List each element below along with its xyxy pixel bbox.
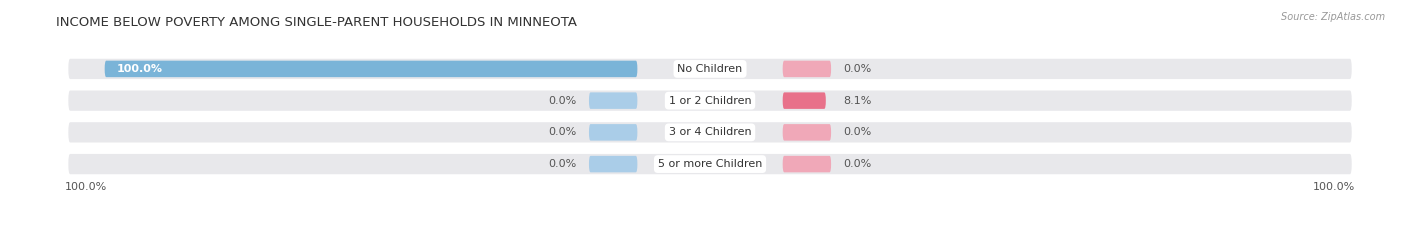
FancyBboxPatch shape [783, 156, 831, 172]
FancyBboxPatch shape [69, 90, 1351, 111]
FancyBboxPatch shape [69, 59, 1351, 79]
FancyBboxPatch shape [783, 93, 825, 109]
FancyBboxPatch shape [104, 61, 637, 77]
Text: INCOME BELOW POVERTY AMONG SINGLE-PARENT HOUSEHOLDS IN MINNEOTA: INCOME BELOW POVERTY AMONG SINGLE-PARENT… [56, 16, 578, 29]
Text: 0.0%: 0.0% [548, 127, 576, 137]
FancyBboxPatch shape [589, 124, 637, 140]
FancyBboxPatch shape [69, 154, 1351, 174]
FancyBboxPatch shape [589, 93, 637, 109]
Text: 3 or 4 Children: 3 or 4 Children [669, 127, 751, 137]
FancyBboxPatch shape [589, 156, 637, 172]
Text: Source: ZipAtlas.com: Source: ZipAtlas.com [1281, 12, 1385, 22]
Text: 8.1%: 8.1% [844, 96, 872, 106]
Text: 0.0%: 0.0% [548, 159, 576, 169]
Text: 100.0%: 100.0% [1312, 182, 1355, 192]
Text: 0.0%: 0.0% [844, 127, 872, 137]
Text: 0.0%: 0.0% [548, 96, 576, 106]
Text: 1 or 2 Children: 1 or 2 Children [669, 96, 751, 106]
FancyBboxPatch shape [69, 122, 1351, 143]
FancyBboxPatch shape [783, 124, 831, 140]
Text: 100.0%: 100.0% [117, 64, 163, 74]
FancyBboxPatch shape [783, 61, 831, 77]
Text: 0.0%: 0.0% [844, 159, 872, 169]
Text: 0.0%: 0.0% [844, 64, 872, 74]
Text: 5 or more Children: 5 or more Children [658, 159, 762, 169]
Text: No Children: No Children [678, 64, 742, 74]
Text: 100.0%: 100.0% [65, 182, 108, 192]
